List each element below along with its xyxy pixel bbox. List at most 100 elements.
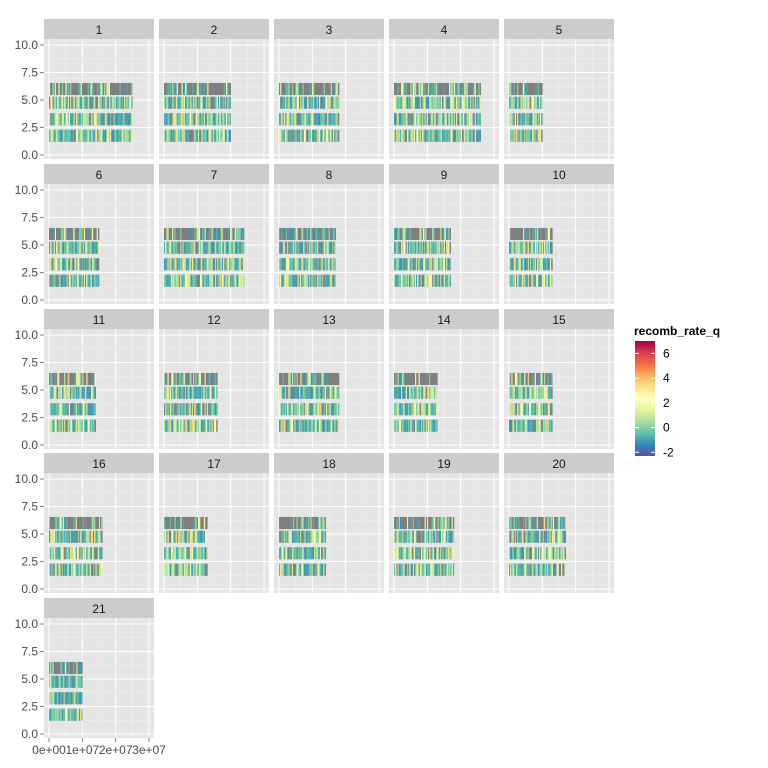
heatmap-tile <box>416 547 418 560</box>
heatmap-tile <box>199 419 202 432</box>
heatmap-tile <box>516 258 518 271</box>
heatmap-tile <box>521 82 524 96</box>
heatmap-tile <box>182 547 185 560</box>
heatmap-tile <box>216 403 218 416</box>
heatmap-tile <box>119 113 121 126</box>
heatmap-tile <box>224 258 226 271</box>
heatmap-tile <box>190 419 193 432</box>
heatmap-tile <box>85 113 87 126</box>
heatmap-tile <box>165 129 167 142</box>
heatmap-tile <box>96 258 99 271</box>
heatmap-tile <box>304 563 307 576</box>
heatmap-tile <box>176 386 179 399</box>
heatmap-tile <box>167 547 169 560</box>
heatmap-tile <box>317 386 320 399</box>
heatmap-tile <box>65 419 67 432</box>
heatmap-tile <box>419 372 422 386</box>
heatmap-tile <box>224 241 226 254</box>
heatmap-tile <box>226 227 229 241</box>
heatmap-tile <box>518 241 520 254</box>
heatmap-tile <box>317 82 320 96</box>
heatmap-tile <box>422 113 424 126</box>
heatmap-tile <box>396 547 398 560</box>
heatmap-tile <box>289 563 291 576</box>
heatmap-tile <box>204 530 207 543</box>
heatmap-tile <box>214 129 216 142</box>
heatmap-tile <box>422 274 425 287</box>
heatmap-tile <box>434 241 436 254</box>
heatmap-tile <box>297 547 300 560</box>
heatmap-tile <box>216 129 219 142</box>
heatmap-tile <box>436 563 438 576</box>
heatmap-tile <box>444 274 447 287</box>
heatmap-tile <box>59 82 62 96</box>
heatmap-tile <box>474 82 477 96</box>
heatmap-track <box>279 82 340 96</box>
heatmap-tile <box>291 129 294 142</box>
heatmap-tile <box>206 258 209 271</box>
heatmap-tile <box>67 419 70 432</box>
heatmap-tile <box>518 547 520 560</box>
heatmap-tile <box>413 258 416 271</box>
heatmap-tile <box>440 113 443 126</box>
heatmap-tile <box>290 113 293 126</box>
heatmap-tile <box>561 516 563 530</box>
heatmap-tile <box>69 708 72 721</box>
heatmap-tile <box>555 563 557 576</box>
heatmap-tile <box>527 274 530 287</box>
heatmap-tile <box>164 227 166 241</box>
heatmap-tile <box>450 82 452 96</box>
heatmap-tile <box>178 516 180 530</box>
heatmap-tile <box>70 403 72 416</box>
heatmap-tile <box>421 530 423 543</box>
heatmap-tile <box>54 563 57 576</box>
heatmap-tile <box>395 547 397 560</box>
heatmap-tile <box>516 274 518 287</box>
heatmap-tile <box>179 516 181 530</box>
heatmap-tile <box>542 241 545 254</box>
heatmap-tile <box>196 530 199 543</box>
heatmap-tile <box>332 241 334 254</box>
heatmap-tile <box>330 82 333 96</box>
heatmap-tile <box>81 563 83 576</box>
heatmap-tile <box>168 516 171 530</box>
heatmap-tile <box>292 227 295 241</box>
heatmap-tile <box>72 547 74 560</box>
heatmap-tile <box>293 530 295 543</box>
heatmap-tile <box>544 227 546 241</box>
heatmap-tile <box>547 241 550 254</box>
heatmap-tile <box>527 96 529 109</box>
heatmap-tile <box>293 113 295 126</box>
heatmap-tile <box>86 274 88 287</box>
heatmap-tile <box>548 386 551 399</box>
heatmap-tile <box>417 258 419 271</box>
heatmap-tile <box>73 96 76 109</box>
heatmap-tile <box>406 227 409 241</box>
heatmap-tile <box>167 403 169 416</box>
heatmap-tile <box>58 708 60 721</box>
heatmap-tile <box>234 241 237 254</box>
heatmap-tile <box>310 274 312 287</box>
heatmap-tile <box>409 419 411 432</box>
heatmap-tile <box>516 372 518 386</box>
heatmap-tile <box>181 547 184 560</box>
heatmap-tile <box>216 258 218 271</box>
heatmap-tile <box>167 258 169 271</box>
heatmap-tile <box>302 530 304 543</box>
heatmap-tile <box>518 563 520 576</box>
heatmap-tile <box>451 547 454 560</box>
heatmap-tile <box>183 386 186 399</box>
heatmap-tile <box>551 403 553 416</box>
heatmap-tile <box>174 129 176 142</box>
heatmap-tile <box>61 675 64 688</box>
heatmap-tile <box>518 227 520 241</box>
heatmap-tile <box>397 129 399 142</box>
heatmap-tile <box>544 403 546 416</box>
heatmap-tile <box>175 96 178 109</box>
heatmap-tile <box>317 241 319 254</box>
heatmap-tile <box>512 96 514 109</box>
heatmap-tile <box>211 386 213 399</box>
heatmap-tile <box>445 530 448 543</box>
heatmap-tile <box>192 372 195 386</box>
heatmap-tile <box>433 241 435 254</box>
